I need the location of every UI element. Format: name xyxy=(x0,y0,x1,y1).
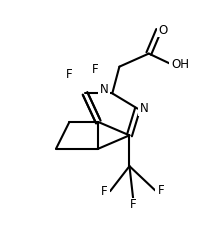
Bar xyxy=(138,102,150,116)
Text: F: F xyxy=(101,185,107,198)
Text: N: N xyxy=(100,82,108,95)
Bar xyxy=(98,82,110,96)
Bar xyxy=(89,62,101,76)
Text: O: O xyxy=(159,24,168,37)
Text: F: F xyxy=(66,68,72,81)
Text: F: F xyxy=(130,198,137,212)
Bar xyxy=(98,184,110,198)
Text: F: F xyxy=(158,184,165,197)
Bar xyxy=(127,198,139,212)
Text: OH: OH xyxy=(172,58,189,71)
Text: N: N xyxy=(140,102,148,115)
Bar xyxy=(155,183,167,197)
Text: F: F xyxy=(92,63,98,76)
Bar xyxy=(169,58,192,72)
Bar xyxy=(157,23,169,37)
Bar xyxy=(63,68,75,82)
